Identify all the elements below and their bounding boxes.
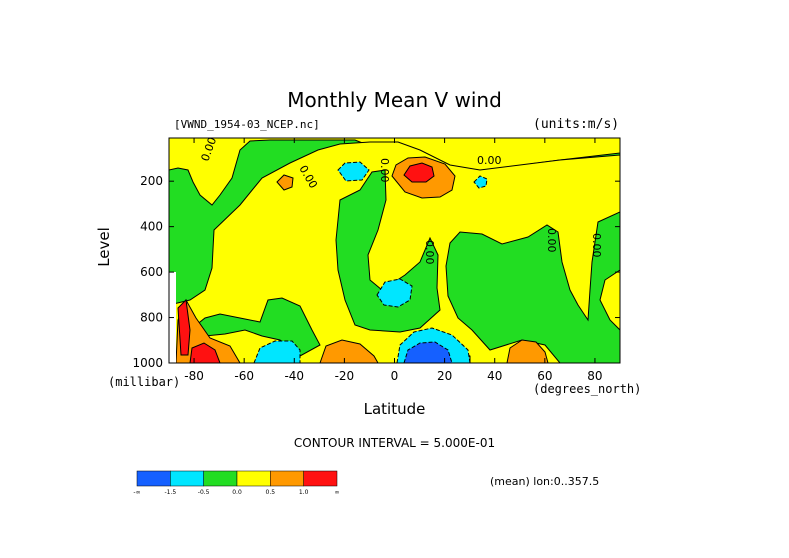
colorbar-label: -0.5 bbox=[198, 489, 210, 496]
colorbar-swatch bbox=[303, 470, 338, 487]
y-axis-unit: (millibar) bbox=[108, 375, 181, 389]
region-orange-surface-1 bbox=[319, 339, 379, 363]
x-tick-label: -20 bbox=[335, 369, 355, 383]
colorbar-label: -1.5 bbox=[164, 489, 176, 496]
x-axis-unit: (degrees_north) bbox=[533, 382, 642, 396]
contour-label: 0.00 bbox=[545, 228, 558, 253]
y-tick-label: 800 bbox=[140, 311, 163, 325]
y-tick-label: 200 bbox=[140, 174, 163, 188]
region-cyan-small bbox=[473, 175, 488, 189]
colorbar-swatch bbox=[136, 470, 171, 487]
region-cyan-upper bbox=[337, 161, 370, 182]
y-tick-label: 1000 bbox=[132, 356, 163, 370]
region-orange-surface-2 bbox=[506, 339, 549, 363]
mean-longitude-label: (mean) lon:0..357.5 bbox=[490, 475, 600, 488]
x-tick-label: 40 bbox=[487, 369, 502, 383]
colorbar: -∞ -1.5 -0.5 0.0 0.5 1.0 ∞ bbox=[133, 470, 340, 496]
colorbar-swatch bbox=[170, 470, 204, 487]
colorbar-label: ∞ bbox=[335, 489, 340, 496]
colorbar-swatch bbox=[203, 470, 238, 487]
colorbar-swatch bbox=[270, 470, 304, 487]
x-tick-label: -60 bbox=[234, 369, 254, 383]
colorbar-label: 0.0 bbox=[232, 489, 242, 496]
region-cyan-mid bbox=[376, 278, 413, 308]
chart-title: Monthly Mean V wind bbox=[287, 88, 502, 112]
region-cyan-surface-left bbox=[253, 340, 301, 363]
region-red-surface bbox=[189, 342, 221, 363]
region-red-jet-peak bbox=[403, 162, 435, 183]
region-orange-small bbox=[276, 174, 294, 191]
source-file-label: [VWND_1954-03_NCEP.nc] bbox=[174, 118, 320, 131]
x-tick-label: 0 bbox=[391, 369, 399, 383]
contour-label: 0.00 bbox=[590, 233, 603, 258]
region-yellow-right-lobe bbox=[599, 269, 620, 331]
units-label: (units:m/s) bbox=[533, 117, 620, 132]
colorbar-label: -∞ bbox=[133, 489, 140, 496]
x-tick-label: -40 bbox=[284, 369, 304, 383]
contour-interval-label: CONTOUR INTERVAL = 5.000E-01 bbox=[293, 436, 496, 450]
plot-area bbox=[169, 138, 620, 363]
x-tick-label: -80 bbox=[184, 369, 204, 383]
x-tick-label: 60 bbox=[537, 369, 552, 383]
region-blue-surface bbox=[403, 341, 453, 363]
region-red-left-strip bbox=[177, 298, 191, 356]
x-tick-label: 80 bbox=[587, 369, 602, 383]
contour-label: 0.00 bbox=[477, 154, 502, 167]
x-axis-label: Latitude bbox=[363, 400, 426, 418]
colorbar-label: 1.0 bbox=[299, 489, 309, 496]
contour-label: 0.00 bbox=[423, 240, 436, 265]
x-tick-label: 20 bbox=[437, 369, 452, 383]
y-axis: 200 400 600 800 1000 bbox=[132, 174, 620, 370]
y-tick-label: 400 bbox=[140, 220, 163, 234]
colorbar-label: 0.5 bbox=[266, 489, 276, 496]
region-green-mid-lobe bbox=[335, 169, 441, 333]
colorbar-swatch bbox=[236, 470, 271, 487]
y-tick-label: 600 bbox=[140, 265, 163, 279]
contour-label: 0.00 bbox=[378, 158, 391, 183]
x-axis: -80 -60 -40 -20 0 20 40 60 80 bbox=[184, 138, 603, 383]
